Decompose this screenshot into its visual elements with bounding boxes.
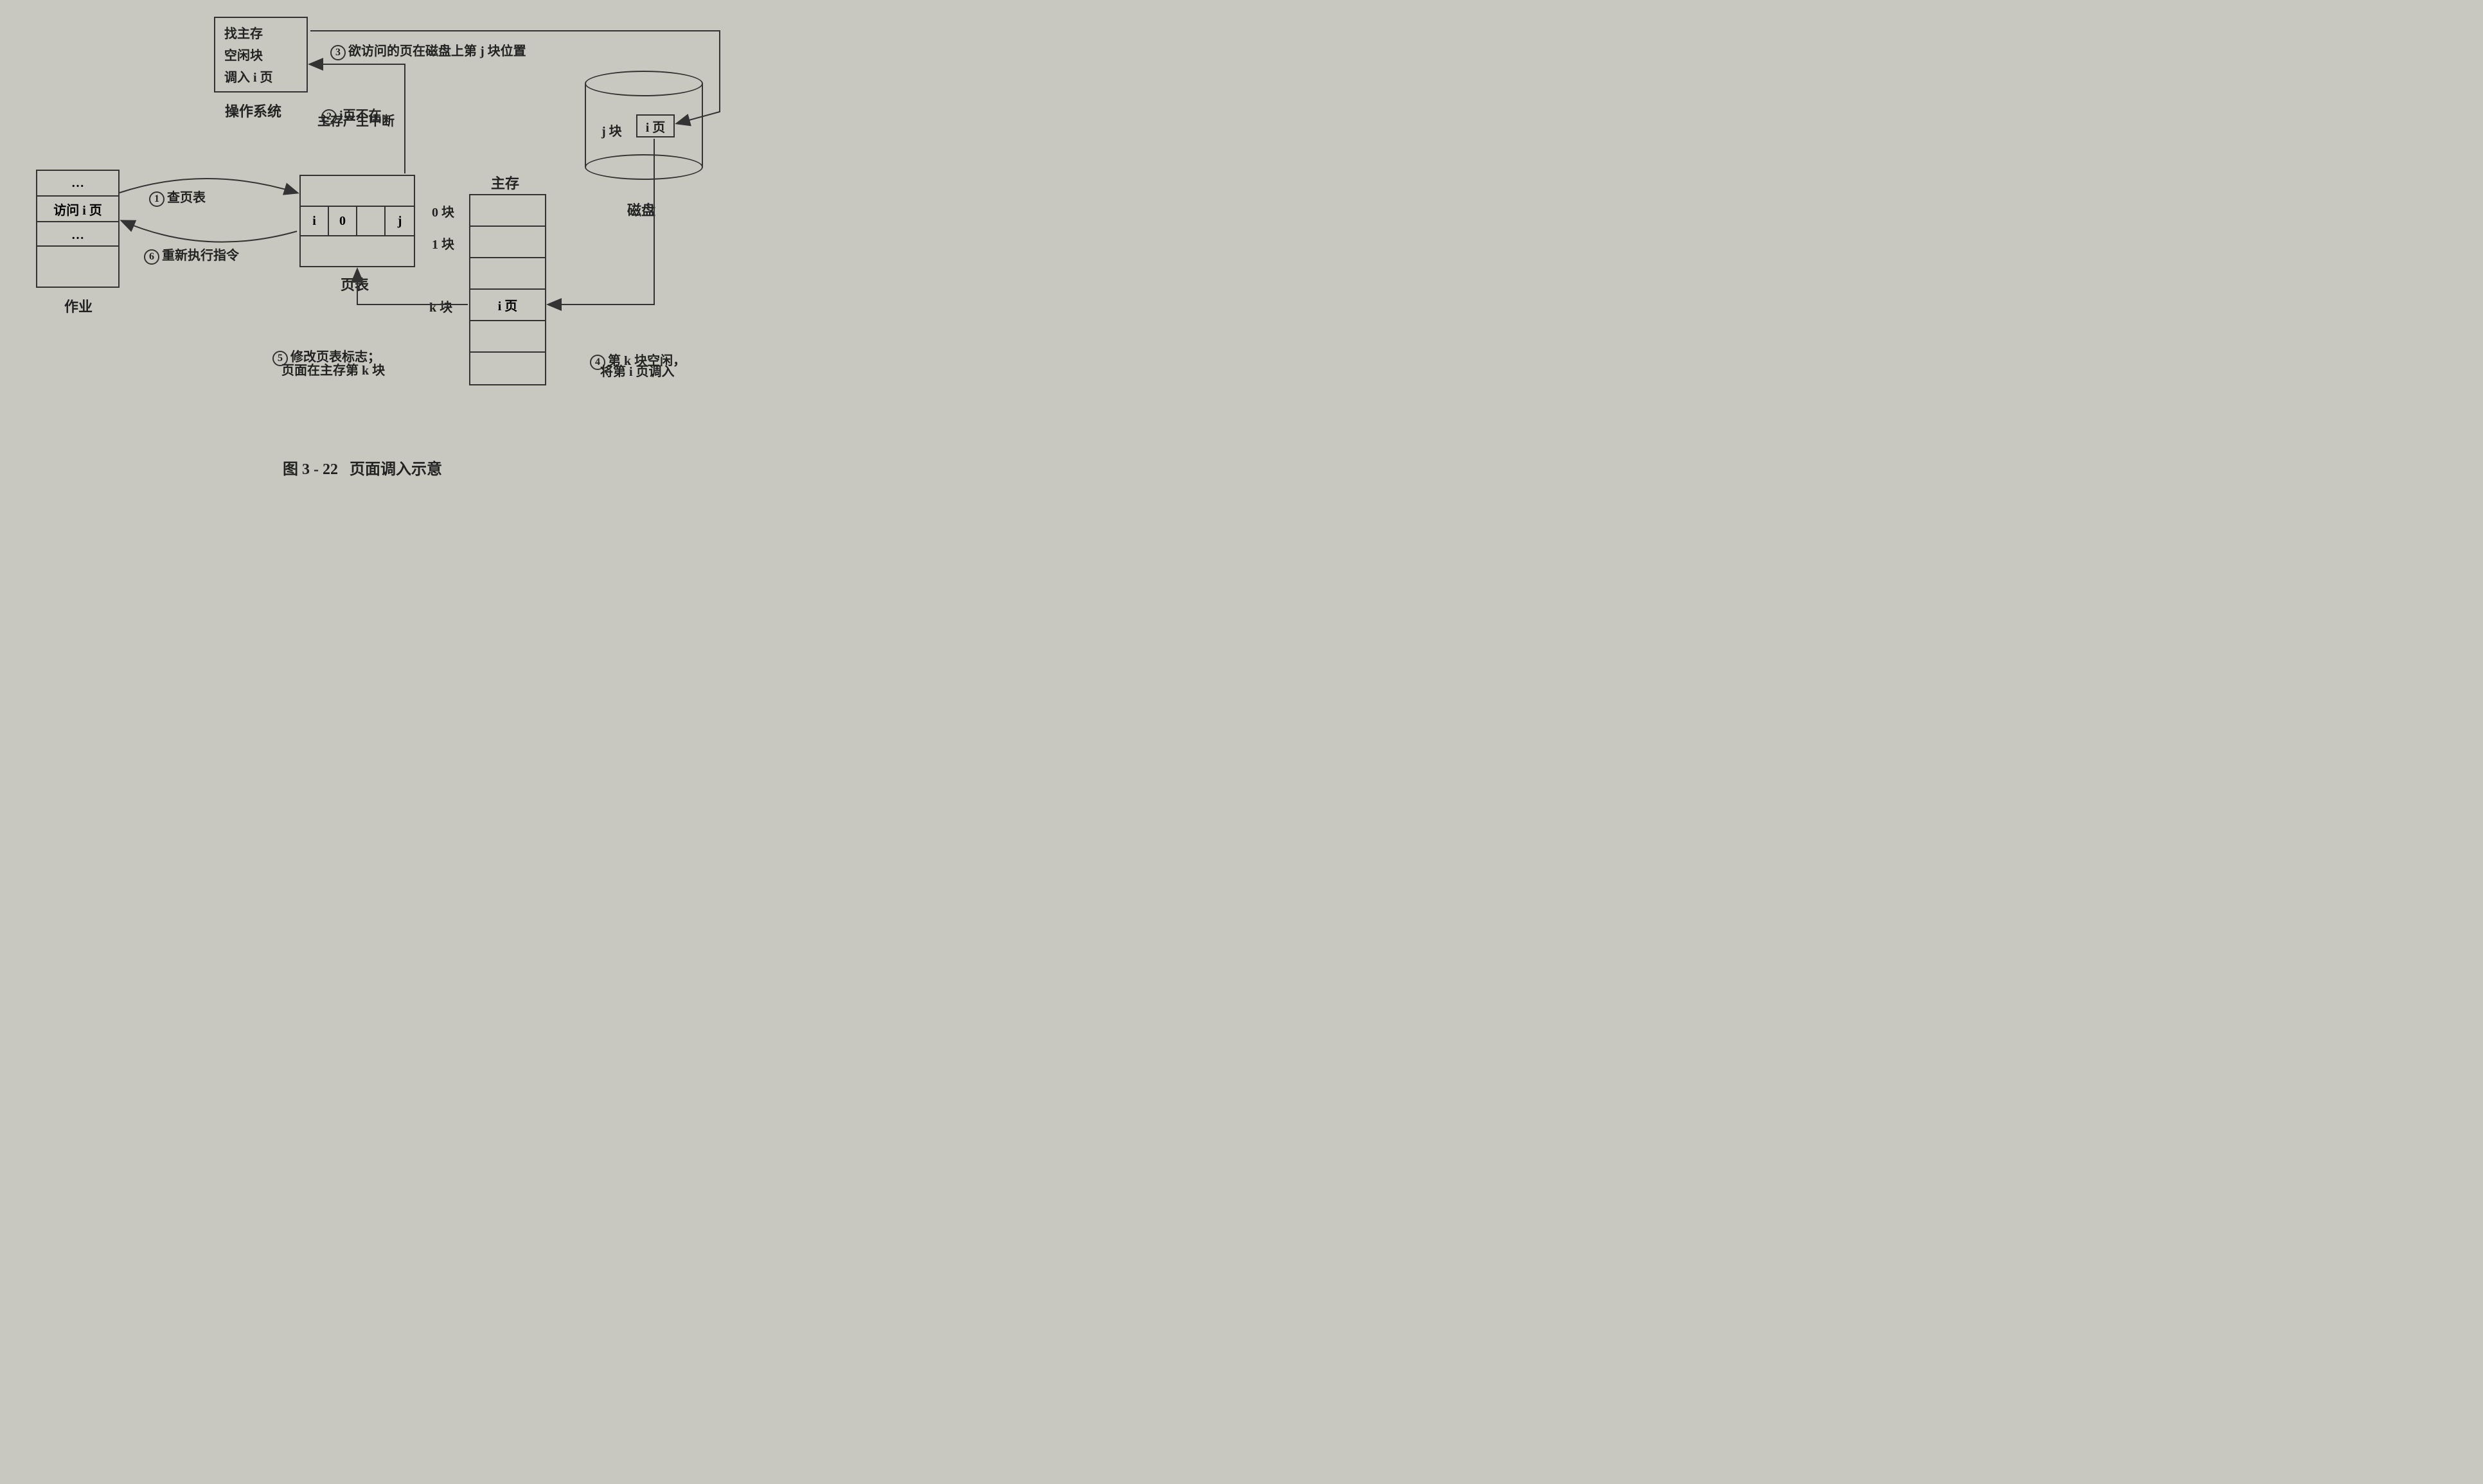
job-row-1: 访问 i 页	[37, 197, 118, 222]
os-box: 找主存 空闲块 调入 i 页	[214, 17, 308, 93]
step-6: 6重新执行指令	[138, 230, 239, 265]
memory-label: 主存	[491, 172, 519, 193]
step-1-text: 查页表	[167, 191, 206, 205]
pt-cell-0: i	[301, 207, 329, 235]
job-box-ext	[36, 247, 120, 288]
os-line-1: 找主存	[224, 23, 298, 45]
mem-row-3: i 页	[470, 290, 545, 321]
step-3: 3欲访问的页在磁盘上第 j 块位置	[324, 26, 526, 60]
page-table-bot	[299, 236, 415, 267]
step-1-num: 1	[149, 191, 165, 207]
page-table-top	[299, 175, 415, 206]
mem-row-4	[470, 321, 545, 353]
page-table-label: 页表	[341, 274, 369, 294]
pt-cell-1: 0	[329, 207, 357, 235]
os-label: 操作系统	[225, 100, 281, 121]
job-row-0: …	[37, 171, 118, 197]
step-2b: 主存产生中断	[317, 110, 395, 129]
mem-row-5	[470, 353, 545, 384]
disk-jblock: j 块	[601, 121, 622, 139]
page-table: i 0 j	[299, 206, 415, 236]
step-1: 1查页表	[143, 172, 206, 207]
figure-caption: 图 3 - 22 页面调入示意	[283, 456, 442, 479]
memory-box: i 页	[469, 194, 546, 385]
os-line-2: 空闲块	[224, 45, 298, 67]
os-line-3: 调入 i 页	[224, 67, 298, 89]
disk-label: 磁盘	[627, 199, 655, 220]
mem-row-0	[470, 195, 545, 227]
job-label: 作业	[64, 296, 93, 316]
step-5b: 页面在主存第 k 块	[281, 360, 385, 378]
step-3-text: 欲访问的页在磁盘上第 j 块位置	[348, 44, 526, 58]
job-box: … 访问 i 页 …	[36, 170, 120, 247]
step-6-num: 6	[144, 249, 159, 265]
mem-row-1	[470, 227, 545, 258]
step-3-num: 3	[330, 45, 346, 60]
mem-row-2	[470, 258, 545, 290]
mem-lbl-3: k 块	[429, 297, 452, 315]
pt-cell-2	[357, 207, 386, 235]
step-4b: 将第 i 页调入	[600, 361, 675, 380]
disk-ipage-text: i 页	[646, 117, 666, 136]
step-6-text: 重新执行指令	[162, 249, 239, 263]
disk-ipage-box: i 页	[636, 114, 675, 137]
mem-lbl-1: 1 块	[432, 234, 454, 252]
pt-cell-3: j	[386, 207, 414, 235]
mem-lbl-0: 0 块	[432, 202, 454, 220]
job-row-2: …	[37, 222, 118, 248]
